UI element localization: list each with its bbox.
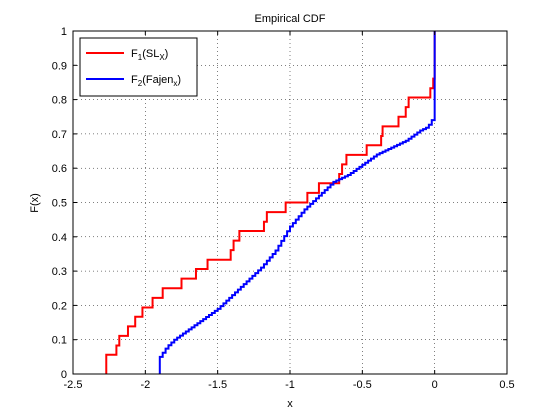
- x-tick-label: 0.5: [499, 379, 514, 391]
- x-tick-label: -0.5: [353, 379, 372, 391]
- chart-title: Empirical CDF: [255, 13, 326, 25]
- x-axis-label: x: [287, 398, 293, 410]
- legend-entry-series-1: F1(SLX): [131, 48, 168, 62]
- x-tick-label: 0: [432, 379, 438, 391]
- y-axis-label: F(x): [29, 193, 41, 213]
- y-tick-label: 0.8: [52, 95, 67, 107]
- legend-box: [79, 37, 198, 97]
- legend-entry-series-2: F2(Fajenx): [131, 74, 181, 88]
- series-layer: [105, 31, 436, 374]
- legend: F1(SLX) F2(Fajenx): [79, 37, 198, 97]
- axis-ticks: -2.5 -2 -1.5 -1 -0.5 0 0.5 0 0.1 0.2 0.3 0.4 0.5 0.6 0…: [52, 26, 515, 391]
- y-tick-label: 0.6: [52, 163, 67, 175]
- x-tick-label: -1: [285, 379, 295, 391]
- x-tick-label: -1.5: [208, 379, 227, 391]
- series-line-f1: [105, 31, 436, 374]
- y-tick-label: 0.4: [52, 232, 67, 244]
- y-tick-label: 0.1: [52, 335, 67, 347]
- y-tick-label: 0.5: [52, 198, 67, 210]
- y-tick-label: 0.7: [52, 129, 67, 141]
- y-tick-label: 1: [61, 26, 67, 38]
- y-tick-label: 0.3: [52, 266, 67, 278]
- y-tick-label: 0.9: [52, 60, 67, 72]
- y-tick-label: 0: [61, 369, 67, 381]
- series-line-f2: [158, 31, 436, 374]
- x-tick-label: -2: [140, 379, 150, 391]
- x-tick-label: -2.5: [64, 379, 83, 391]
- y-tick-label: 0.2: [52, 300, 67, 312]
